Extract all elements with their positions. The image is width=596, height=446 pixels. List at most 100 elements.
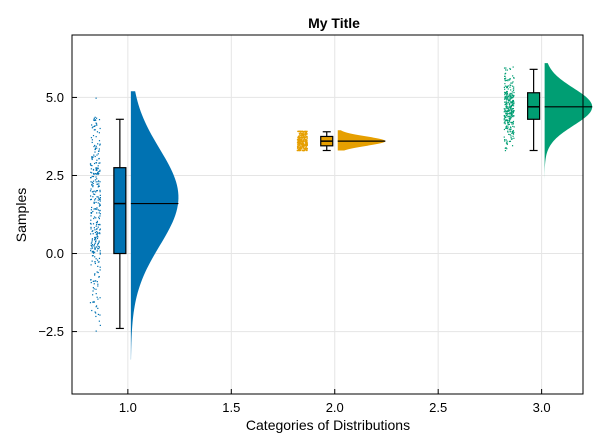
scatter-point (504, 97, 506, 99)
scatter-point (299, 149, 301, 152)
scatter-point (304, 133, 306, 135)
scatter-point (306, 139, 308, 141)
scatter-point (99, 233, 101, 235)
scatter-point (303, 135, 305, 137)
scatter-point (305, 145, 307, 147)
scatter-point (506, 95, 508, 97)
scatter-point (99, 181, 101, 183)
scatter-point (504, 103, 507, 105)
scatter-point (98, 172, 100, 175)
scatter-point (93, 162, 96, 165)
scatter-point (301, 149, 303, 152)
scatter-point (95, 305, 98, 307)
grid (72, 35, 583, 394)
scatter-point (90, 188, 92, 190)
scatter-point (96, 234, 98, 236)
scatter-point (513, 77, 515, 79)
scatter-point (96, 233, 98, 235)
scatter-point (504, 75, 506, 77)
scatter-point (91, 175, 93, 178)
scatter-point (95, 97, 97, 99)
scatter-point (95, 312, 97, 314)
scatter-point (511, 108, 513, 110)
scatter-point (99, 204, 101, 206)
scatter-point (94, 238, 96, 240)
scatter-point (511, 109, 513, 112)
scatter-point (93, 280, 95, 282)
scatter-point (95, 201, 97, 203)
scatter-point (93, 245, 95, 247)
scatter-point (91, 246, 93, 248)
scatter-point (303, 149, 305, 152)
scatter-point (99, 250, 101, 252)
scatter-point (96, 190, 98, 192)
category-2 (296, 130, 386, 152)
box-iqr (113, 167, 127, 255)
scatter-point (304, 139, 306, 141)
scatter-point (98, 199, 101, 201)
scatter-point (301, 137, 303, 139)
scatter-point (510, 113, 512, 115)
scatter-point (98, 248, 100, 250)
scatter-point (304, 130, 307, 133)
scatter-point (96, 246, 98, 248)
scatter-point (504, 85, 506, 87)
scatter-point (506, 91, 508, 93)
scatter-point (95, 168, 97, 170)
scatter-point (99, 215, 101, 217)
scatter-point (509, 67, 511, 70)
scatter-point (509, 96, 511, 98)
y-axis: −2.5 0.0 2.5 5.0 (38, 90, 77, 339)
scatter-point (507, 122, 510, 124)
scatter-point (306, 147, 308, 149)
scatter-point (96, 281, 98, 283)
scatter-point (509, 134, 511, 136)
scatter-point (96, 159, 98, 161)
scatter-point (94, 144, 96, 147)
scatter-point (91, 191, 94, 193)
scatter-point (99, 127, 101, 130)
scatter-point (503, 115, 506, 117)
scatter-point (503, 67, 506, 69)
scatter-point (92, 186, 94, 188)
scatter-point (96, 169, 98, 171)
scatter-point (96, 259, 99, 261)
scatter-point (512, 133, 515, 135)
scatter-point (90, 199, 92, 201)
scatter-point (511, 93, 513, 95)
scatter-point (513, 86, 515, 88)
scatter-point (507, 130, 509, 132)
x-tick-label: 2.0 (326, 400, 344, 415)
scatter-point (300, 130, 303, 133)
scatter-point (90, 177, 92, 179)
y-tick-label: 5.0 (46, 90, 64, 105)
scatter-point (506, 99, 508, 101)
scatter-point (297, 142, 299, 145)
scatter-point (90, 264, 92, 266)
scatter-point (506, 120, 508, 122)
scatter-point (96, 222, 98, 224)
plot-area (89, 63, 593, 360)
x-axis-label: Categories of Distributions (246, 417, 410, 433)
scatter-point (90, 244, 92, 246)
violin-shape (544, 63, 593, 179)
scatter-point (511, 130, 513, 133)
scatter-point (300, 148, 302, 150)
scatter-point (96, 207, 98, 209)
scatter-point (506, 79, 508, 82)
scatter-point (304, 148, 307, 150)
scatter-point (509, 128, 511, 131)
scatter-point (508, 99, 511, 101)
scatter-point (512, 81, 514, 83)
scatter-point (89, 163, 92, 165)
scatter-point (302, 146, 304, 148)
scatter-point (95, 119, 97, 121)
scatter-point (89, 222, 92, 225)
scatter-point (510, 111, 513, 113)
scatter-point (90, 228, 92, 230)
scatter-point (95, 293, 97, 295)
scatter-point (305, 134, 307, 136)
scatter-point (92, 196, 94, 198)
scatter-point (97, 165, 99, 167)
scatter-point (99, 232, 101, 234)
